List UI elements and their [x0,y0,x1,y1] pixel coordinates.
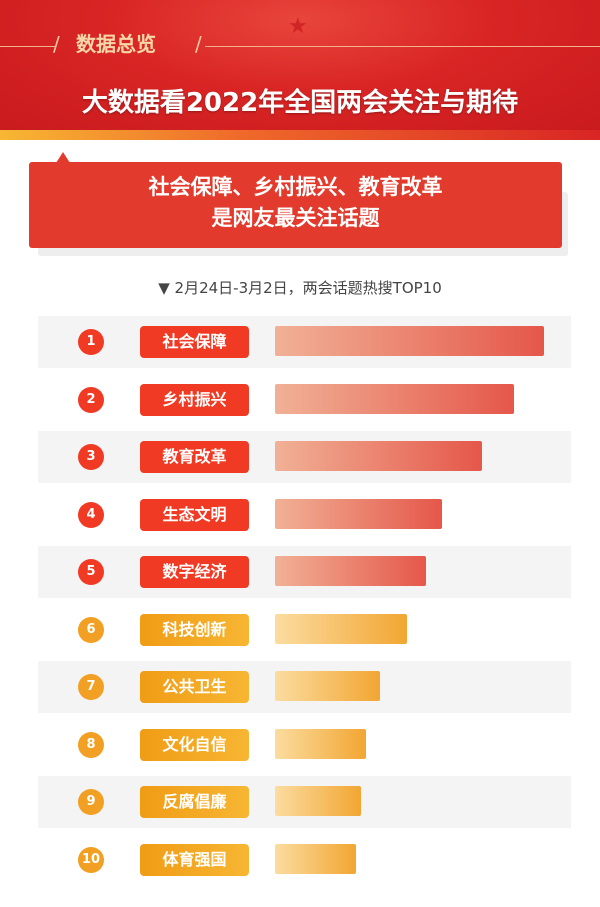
rank-badge: 8 [78,731,104,758]
header-strip [0,130,600,140]
divider [0,46,55,47]
callout-box: 社会保障、乡村振兴、教育改革 是网友最关注话题 [29,162,562,248]
category-label: 文化自信 [140,728,249,761]
bar [275,613,407,644]
header-banner [0,0,600,132]
rank-badge: 6 [78,616,104,643]
category-label: 教育改革 [140,441,249,473]
category-label: 反腐倡廉 [140,786,249,818]
bar [275,498,442,529]
slash-decoration: / [195,32,202,56]
rank-badge: 4 [78,501,104,528]
chart-row: 1 社会保障 [38,316,571,368]
category-label: 科技创新 [140,613,249,646]
star-emblem-icon: ★ [288,14,308,39]
category-label: 生态文明 [140,498,249,531]
rank-badge: 3 [78,444,104,470]
chart-row: 8 文化自信 [38,719,571,771]
section-kicker: 数据总览 [76,32,156,56]
rank-badge: 10 [78,846,104,873]
chart-row: 7 公共卫生 [38,661,571,713]
bar [275,441,483,471]
bar [275,326,544,356]
bar [275,728,367,759]
chart-row: 4 生态文明 [38,489,571,541]
chart-row: 2 乡村振兴 [38,374,571,426]
chart-title: ▼ 2月24日-3月2日，两会话题热搜TOP10 [158,279,442,297]
rank-badge: 1 [78,329,104,355]
divider [205,46,600,47]
bar [275,671,380,701]
bar [275,843,356,874]
bar [275,556,426,586]
category-label: 乡村振兴 [140,383,249,416]
rank-badge: 9 [78,789,104,815]
chart-row: 10 体育强国 [38,834,571,886]
category-label: 社会保障 [140,326,249,358]
rank-badge: 2 [78,386,104,413]
chart-row: 5 数字经济 [38,546,571,598]
page-title: 大数据看2022年全国两会关注与期待 [81,88,519,118]
bar [275,383,515,414]
category-label: 公共卫生 [140,671,249,703]
callout-line: 社会保障、乡村振兴、教育改革 [148,175,443,199]
callout-line: 是网友最关注话题 [211,206,380,230]
rank-badge: 5 [78,559,104,585]
chart-row: 9 反腐倡廉 [38,776,571,828]
bar [275,786,362,816]
chart-row: 3 教育改革 [38,431,571,483]
slash-decoration: / [53,32,60,56]
callout-pointer [56,152,70,163]
category-label: 数字经济 [140,556,249,588]
category-label: 体育强国 [140,843,249,876]
chart-row: 6 科技创新 [38,604,571,656]
rank-badge: 7 [78,674,104,700]
